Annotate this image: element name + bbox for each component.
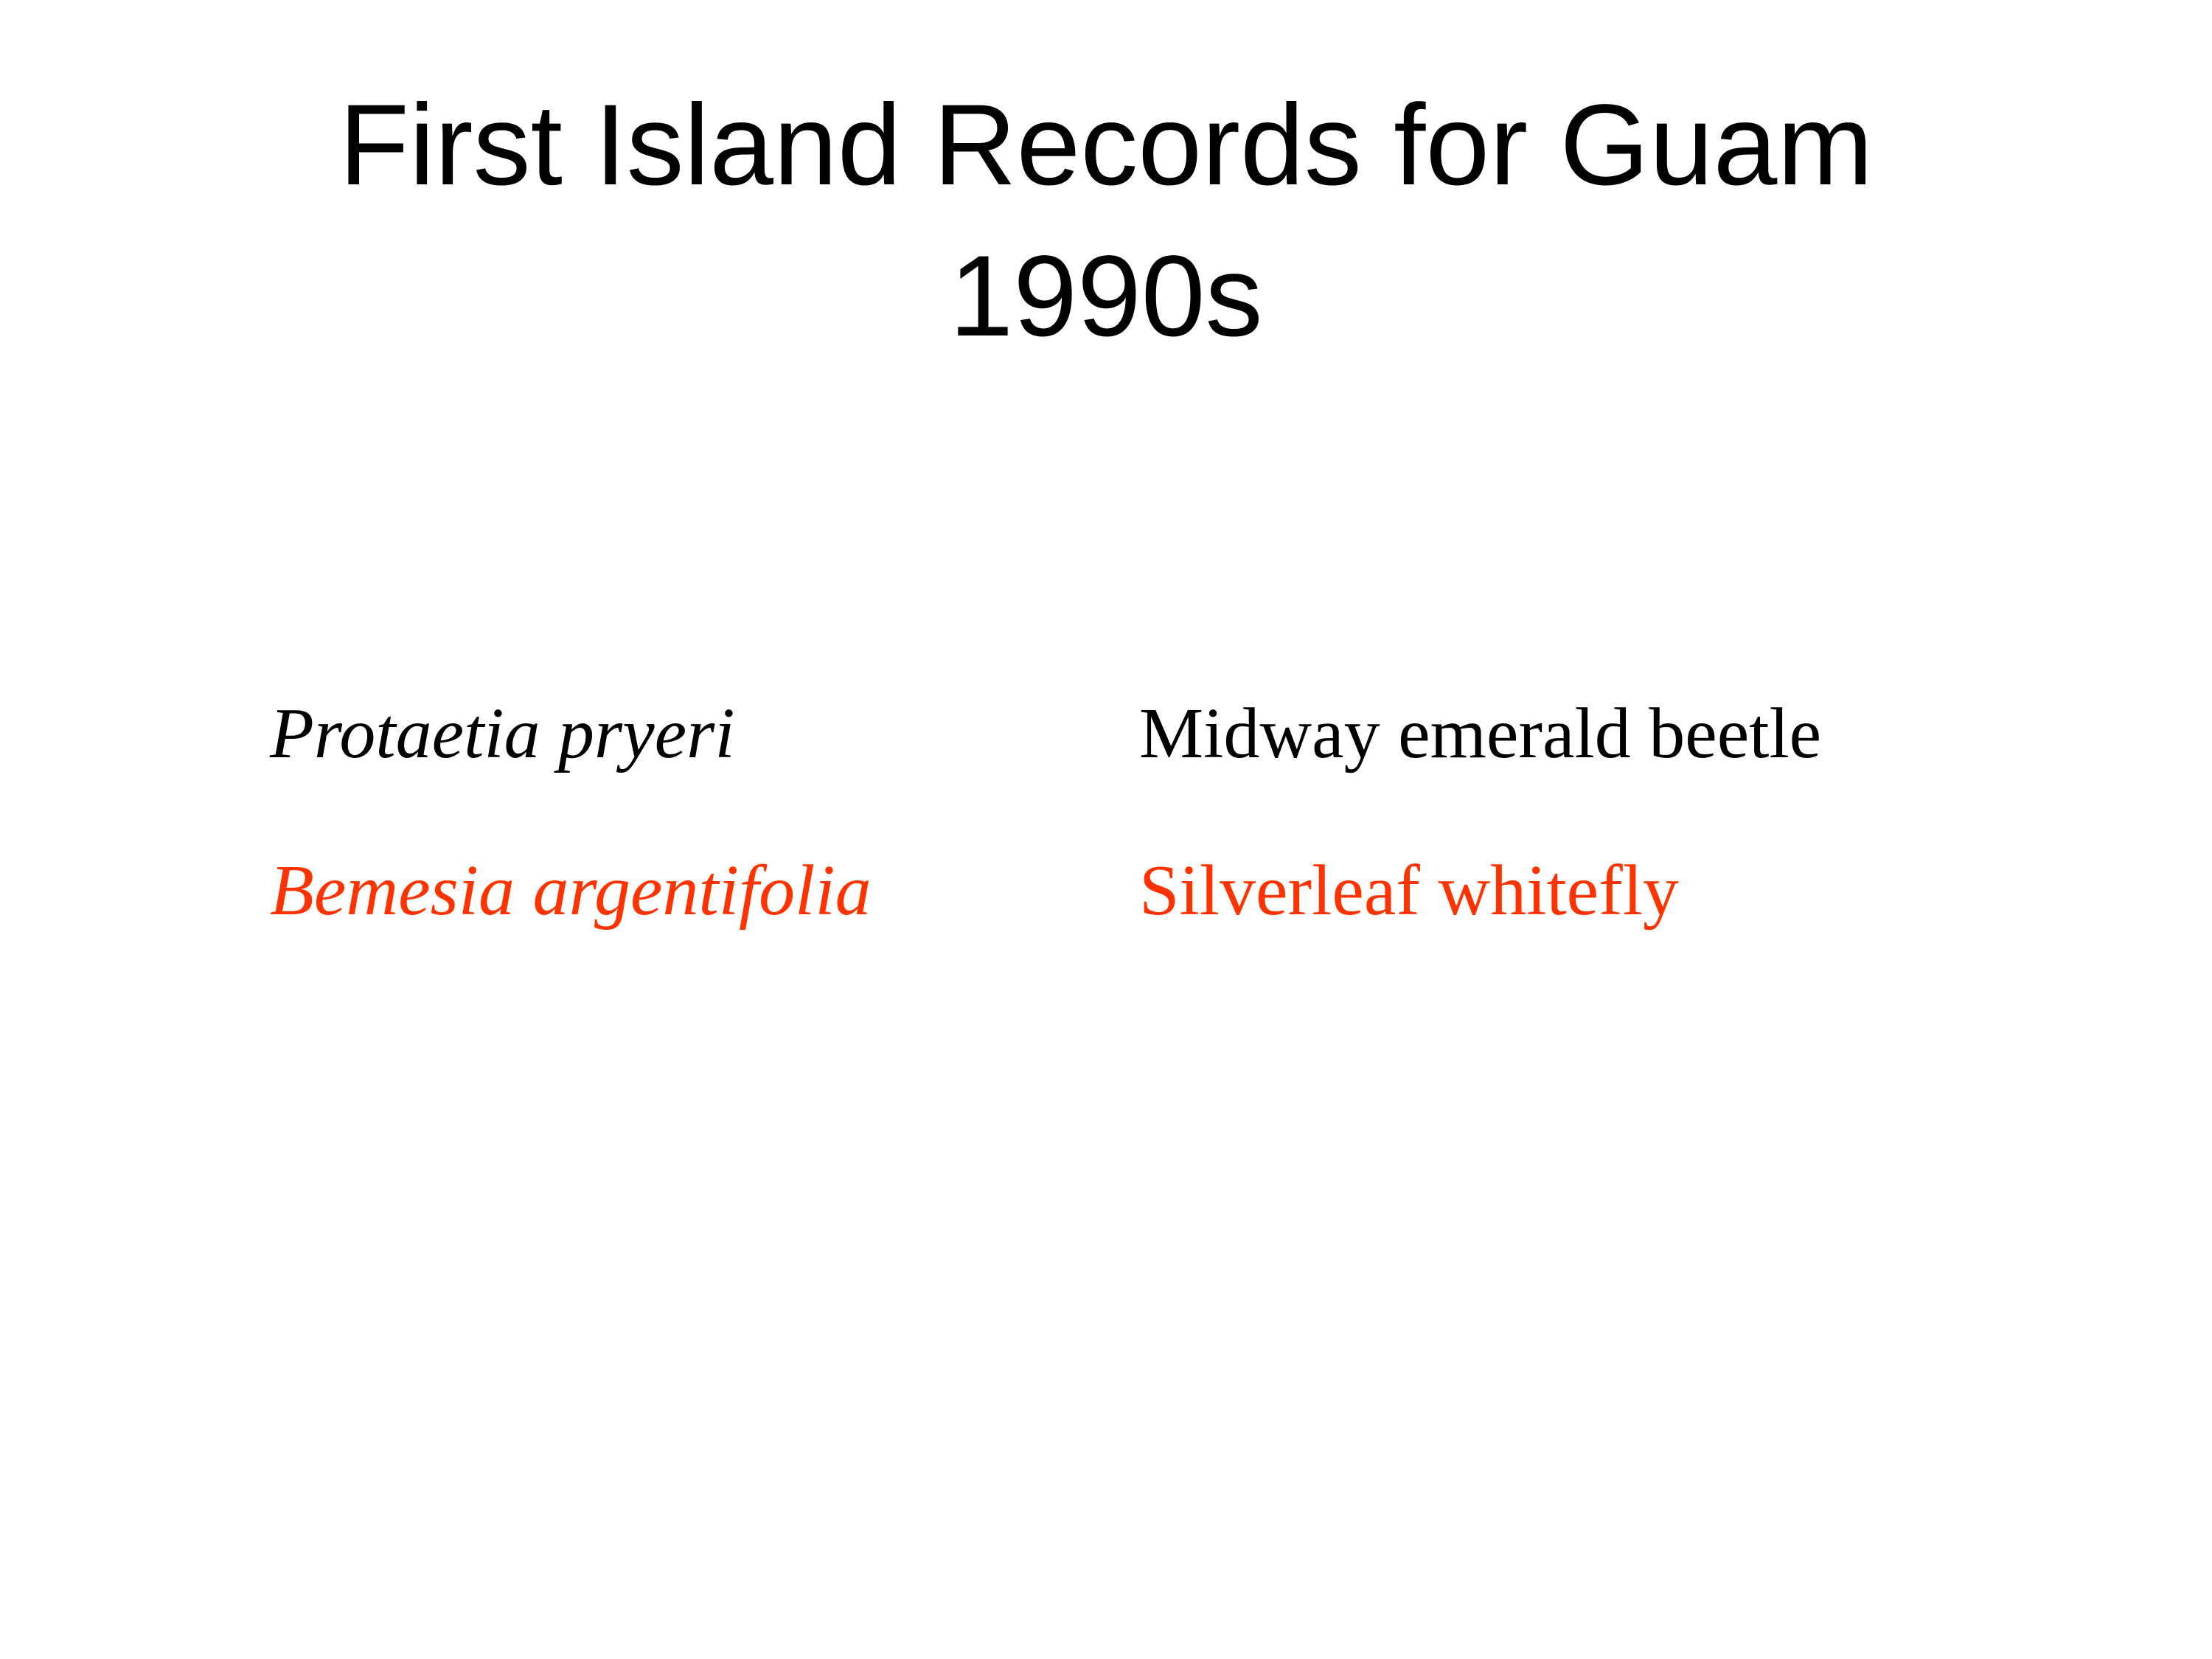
- record-row: Bemesia argentifolia Silverleaf whitefly: [0, 843, 2212, 939]
- title-line-2: 1990s: [949, 232, 1263, 361]
- scientific-name: Protaetia pryeri: [270, 694, 735, 773]
- title-line-1: First Island Records for Guam: [338, 81, 1874, 209]
- scientific-name: Bemesia argentifolia: [270, 851, 872, 931]
- common-name: Silverleaf whitefly: [1139, 851, 1680, 931]
- slide-title: First Island Records for Guam 1990s: [0, 70, 2212, 372]
- common-name: Midway emerald beetle: [1139, 694, 1822, 773]
- record-row: Protaetia pryeri Midway emerald beetle: [0, 686, 2212, 782]
